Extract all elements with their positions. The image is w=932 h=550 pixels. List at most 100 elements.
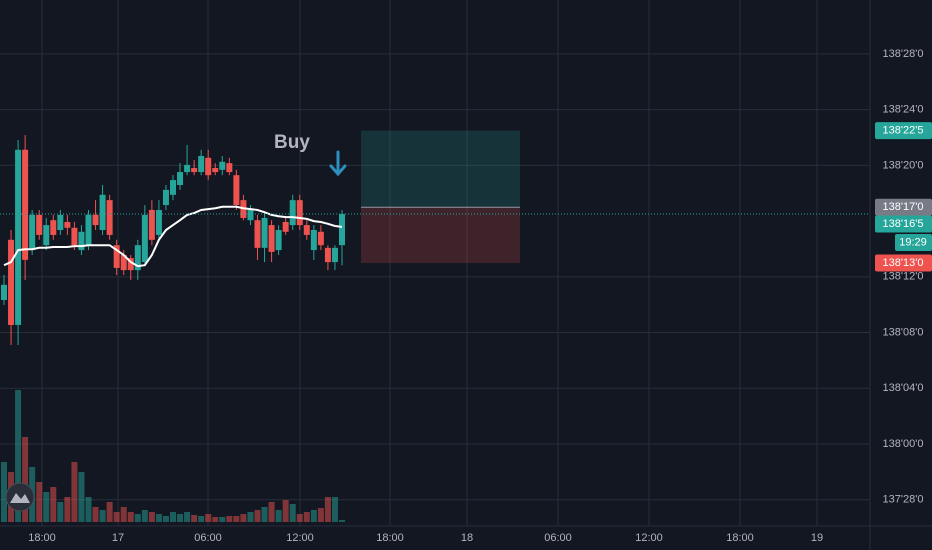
x-tick-label: 18:00 — [376, 532, 404, 544]
volume-bar — [324, 497, 331, 522]
volume-bar — [205, 514, 212, 522]
x-tick-label: 19 — [811, 532, 823, 544]
volume-bar — [296, 514, 303, 522]
candle-body — [43, 225, 50, 246]
candle-body — [317, 231, 324, 246]
volume-bar — [198, 516, 205, 522]
volume-bar — [254, 510, 261, 522]
candle-body — [141, 214, 148, 263]
volume-bar — [1, 462, 7, 522]
volume-bar — [127, 512, 134, 522]
candle-body — [170, 180, 176, 195]
candle-body — [177, 172, 184, 185]
candle-body — [162, 189, 169, 206]
candle-body — [113, 245, 120, 268]
volume-bar — [191, 515, 198, 522]
y-tick-label: 138'00'0 — [883, 438, 924, 450]
x-tick-label: 17 — [112, 532, 124, 544]
candle-body — [331, 247, 338, 263]
volume-bar — [113, 512, 120, 522]
volume-bar — [268, 502, 275, 522]
candle-body — [339, 213, 345, 246]
candle-body — [226, 163, 233, 173]
volume-bar — [219, 517, 226, 522]
x-tick-label: 06:00 — [544, 532, 572, 544]
candle-body — [85, 214, 92, 246]
volume-bar — [212, 517, 219, 522]
logo — [5, 482, 35, 512]
volume-bar — [120, 507, 127, 522]
candle-body — [261, 217, 268, 248]
candle-body — [29, 214, 36, 251]
y-tick-label: 138'12'0 — [883, 271, 924, 283]
volume-bar — [78, 472, 85, 522]
candle-body — [247, 209, 254, 221]
candle-body — [22, 149, 29, 260]
y-tick-label: 138'20'0 — [883, 159, 924, 171]
volume-bar — [162, 516, 169, 522]
stop-zone — [361, 207, 520, 263]
candle-body — [296, 200, 303, 226]
volume-bar — [282, 500, 289, 522]
volume-bar — [247, 512, 254, 522]
volume-bar — [184, 512, 191, 522]
buy-arrow — [329, 150, 347, 177]
candle-body — [155, 209, 162, 235]
entry-label-box — [875, 198, 932, 216]
candle-body — [275, 230, 282, 251]
volume-bar — [177, 514, 184, 522]
volume-bar — [226, 516, 233, 522]
volume-bar — [106, 502, 113, 522]
candle-body — [134, 245, 141, 271]
candle-body — [254, 220, 261, 248]
candle-body — [205, 157, 212, 176]
candle-body — [198, 156, 205, 173]
candle-body — [78, 231, 85, 251]
candle-body — [212, 168, 219, 173]
countdown: 19:29 — [899, 236, 927, 248]
candle-body — [99, 194, 106, 231]
x-tick-label: 18 — [461, 532, 473, 544]
moving-average — [3, 205, 343, 268]
volume-bar — [148, 512, 155, 522]
candle-body — [71, 227, 78, 246]
volume-bar — [233, 516, 240, 522]
candle-body — [148, 209, 155, 240]
y-tick-label: 138'04'0 — [883, 382, 924, 394]
volume-bar — [289, 504, 296, 522]
candle-body — [57, 214, 64, 231]
candle-body — [8, 239, 15, 325]
volume-bar — [310, 510, 317, 522]
x-tick-label: 18:00 — [726, 532, 754, 544]
candle-body — [310, 230, 317, 251]
candle-body — [15, 149, 22, 325]
candle-body — [289, 200, 296, 226]
target-zone — [361, 130, 520, 208]
buy-annotation: Buy — [274, 132, 310, 153]
volume-bar — [155, 514, 162, 522]
volume-bar — [57, 502, 64, 522]
candle-body — [191, 168, 198, 173]
stop-label: 138'13'0 — [883, 257, 924, 269]
candle-body — [127, 258, 134, 271]
candle-body — [233, 175, 240, 206]
candle-body — [36, 214, 43, 235]
last-price-label: 138'16'5 — [883, 218, 924, 230]
candle-body — [120, 254, 127, 271]
volume-bar — [71, 462, 78, 522]
volume-bar — [50, 487, 57, 522]
volume-bar — [275, 510, 282, 522]
volume-bar — [141, 510, 148, 522]
candle-body — [64, 221, 71, 228]
volume-bar — [331, 497, 338, 522]
volume-bar — [170, 512, 176, 522]
x-tick-label: 12:00 — [286, 532, 314, 544]
volume-bar — [85, 497, 92, 522]
entry-label: 138'17'0 — [883, 201, 924, 213]
volume-bar — [317, 508, 324, 522]
candle-body — [303, 225, 310, 235]
x-tick-label: 06:00 — [194, 532, 222, 544]
